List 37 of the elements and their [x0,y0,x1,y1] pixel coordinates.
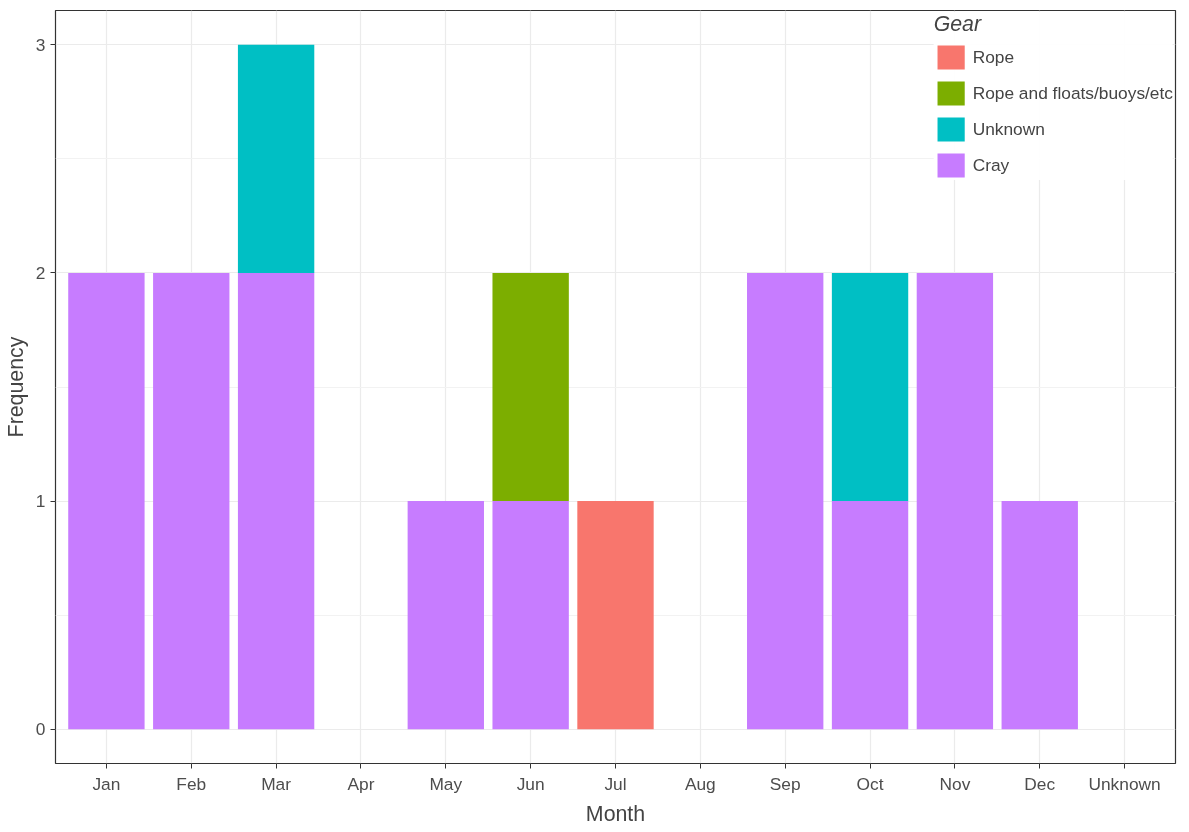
x-tick-label: Aug [684,773,716,794]
y-tick-label: 0 [35,719,46,740]
y-tick-label: 3 [35,34,46,55]
y-axis-title: Frequency [3,336,28,438]
bar [237,272,315,730]
legend-label: Rope [972,46,1015,68]
y-tick-label: 2 [35,262,46,283]
bar [577,501,654,730]
x-tick-label: Jan [92,773,121,794]
bar [747,272,824,730]
bar [831,501,909,730]
bar [237,44,315,273]
x-tick-label: Apr [347,773,375,794]
legend-label: Rope and floats/buoys/etc [972,82,1173,104]
bar [68,272,145,730]
y-tick-label: 1 [35,491,46,512]
bar [407,501,484,730]
x-tick-label: Oct [856,773,884,794]
legend-label: Cray [972,154,1010,176]
x-tick-label: Nov [939,773,971,794]
legend-label: Unknown [972,118,1045,140]
x-tick-label: Dec [1024,773,1056,794]
legend-title: Gear [933,12,983,37]
x-tick-label: May [429,773,463,794]
x-axis-title: Month [585,801,646,826]
bar [916,272,994,730]
x-tick-label: Sep [769,773,801,794]
x-tick-label: Unknown [1088,773,1161,794]
bar [1001,501,1078,730]
x-tick-label: Jun [516,773,545,794]
x-tick-label: Mar [261,773,292,794]
bar [492,272,569,502]
bar [831,272,909,502]
x-tick-label: Jul [604,773,627,794]
bar [492,501,569,730]
x-tick-label: Feb [176,773,207,794]
bar [153,272,230,730]
